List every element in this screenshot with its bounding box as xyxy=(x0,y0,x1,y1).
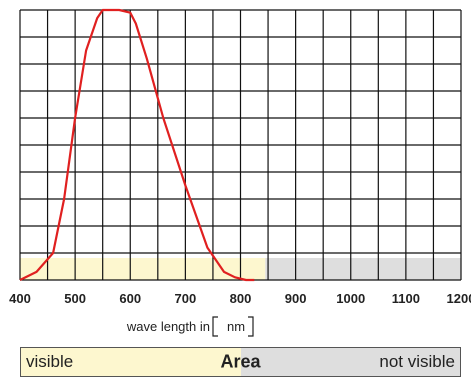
x-tick-500: 500 xyxy=(64,291,86,306)
spectral-response-chart: 400 500 600 700 800 900 1000 1100 1200 wave leng… xyxy=(9,8,471,337)
series-line-0 xyxy=(19,8,255,282)
x-tick-1100: 1100 xyxy=(392,291,420,306)
not-visible-area: not visible xyxy=(240,348,460,376)
x-tick-700: 700 xyxy=(175,291,197,306)
x-tick-900: 900 xyxy=(285,291,307,306)
x-tick-400: 400 xyxy=(9,291,31,306)
not-visible-label: not visible xyxy=(379,352,455,371)
region-0 xyxy=(20,258,266,280)
x-tick-600: 600 xyxy=(119,291,141,306)
chart-series xyxy=(19,8,255,282)
x-tick-800: 800 xyxy=(230,291,252,306)
x-axis-unit-bracket: nm xyxy=(212,316,254,337)
visible-label: visible xyxy=(26,352,74,371)
chart-grid xyxy=(19,9,462,281)
region-1 xyxy=(265,258,461,280)
x-tick-labels: 400 500 600 700 800 900 1000 1100 1200 xyxy=(9,291,471,306)
area-legend-bar: visible not visible Area xyxy=(20,347,461,377)
chart-regions xyxy=(20,258,461,280)
area-label: Area xyxy=(220,351,261,372)
x-tick-1200: 1200 xyxy=(447,291,471,306)
x-tick-1000: 1000 xyxy=(336,291,365,306)
x-axis-unit: nm xyxy=(227,319,245,334)
unit-bracket-left xyxy=(212,316,218,337)
visible-area: visible xyxy=(21,348,241,376)
x-axis-label: wave length in xyxy=(126,319,210,334)
unit-bracket-right xyxy=(248,316,254,337)
